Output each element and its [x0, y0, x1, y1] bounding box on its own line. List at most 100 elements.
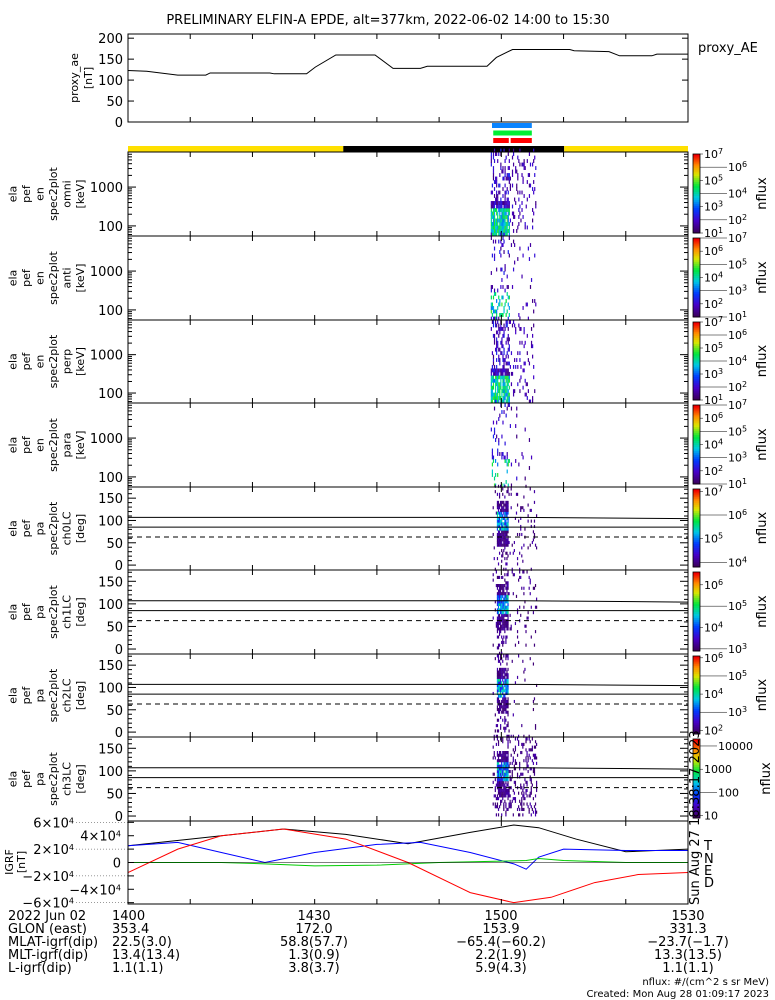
spectrogram-pixel	[494, 392, 497, 397]
spectrogram-pixel	[501, 514, 503, 518]
spectrogram-pixel	[506, 469, 508, 474]
spectrogram-pixel	[491, 469, 494, 474]
y-tick-label: 1000	[90, 181, 123, 196]
spectrogram-pixel	[503, 807, 505, 812]
spectrogram-pixel	[507, 764, 509, 768]
spectrogram-pixel	[501, 759, 503, 763]
igrf-ylabel: IGRF	[3, 849, 16, 875]
spectrogram-pixel	[506, 232, 508, 237]
spectrogram-pixel	[504, 197, 506, 202]
colorbar-cell	[693, 410, 700, 414]
spectrogram-pixel	[504, 602, 506, 607]
colorbar-tick-label: 101	[704, 226, 723, 240]
spectrogram-pixel	[534, 794, 537, 798]
spectrogram-pixel	[502, 236, 504, 241]
spectrogram-pixel	[512, 320, 515, 324]
spectrogram-pixel	[514, 759, 517, 763]
spectrogram-pixel	[507, 396, 509, 400]
spectrogram-pixel	[530, 455, 533, 460]
spectrogram-pixel	[497, 675, 500, 679]
spectrogram-pixel	[529, 802, 531, 806]
spectrogram-pixel	[505, 538, 507, 542]
spectrogram-pixel	[507, 327, 509, 331]
spectrogram-pixel	[503, 333, 505, 338]
colorbar-cell	[693, 424, 700, 428]
spectrogram-pixel	[504, 584, 506, 588]
spectrogram-pixel	[507, 197, 509, 202]
colorbar-tick-label-base: 10	[728, 478, 742, 491]
colorbar-cell	[693, 187, 700, 191]
spectrogram-pixel	[516, 434, 518, 439]
spectrogram-pixel	[533, 767, 536, 771]
spectrogram-pixel	[512, 239, 515, 244]
spectrogram-pixel	[497, 783, 500, 787]
spectrogram-pixel	[519, 246, 521, 251]
colorbar-cell	[693, 343, 700, 346]
spectrogram-pixel	[505, 657, 507, 661]
spectrogram-pixel	[520, 786, 522, 790]
spectrogram-pixel	[501, 699, 503, 704]
spectrogram-pixel	[520, 508, 522, 512]
spectrogram-pixel	[491, 320, 494, 324]
spectrogram-pixel	[493, 396, 496, 400]
colorbar-cell	[693, 327, 700, 331]
spectrogram-pixel	[520, 802, 522, 806]
spectrogram-pixel	[496, 691, 499, 696]
spectrogram-pixel	[497, 778, 500, 782]
spectrogram-pixel	[503, 592, 505, 596]
spectrogram-pixel	[499, 215, 501, 219]
spectrogram-pixel	[526, 180, 528, 184]
spectrogram-pixel	[490, 211, 492, 216]
spectrogram-pixel	[504, 211, 506, 216]
spectrogram-pixel	[494, 600, 496, 604]
colorbar-cell	[693, 351, 700, 354]
pa-panel-ylabel-line: [deg]	[74, 764, 87, 793]
spectrogram-pixel	[504, 600, 506, 604]
spectrogram-pixel	[504, 215, 506, 219]
colorbar-cell	[693, 217, 700, 220]
colorbar-cell	[693, 541, 700, 545]
spectrogram-pixel	[497, 229, 499, 233]
colorbar-tick-label: 105	[728, 669, 747, 683]
spectrogram-pixel	[502, 524, 504, 529]
spectrogram-pixel	[506, 530, 508, 534]
spectrogram-pixel	[496, 540, 499, 545]
spectrogram-pixel	[499, 218, 501, 223]
ephemeris-row-label: MLAT-igrf(dip)	[8, 935, 98, 950]
spectrogram-pixel	[502, 767, 504, 771]
spectrogram-pixel	[531, 737, 533, 741]
spectrogram-pixel	[527, 759, 529, 763]
spectrogram-pixel	[532, 586, 535, 590]
ephemeris-value: 172.0	[295, 922, 332, 937]
spectrogram-pixel	[493, 333, 496, 338]
spectrogram-pixel	[504, 218, 506, 223]
spectrogram-pixel	[526, 333, 528, 338]
spectrogram-pixel	[521, 586, 523, 590]
spectrogram-pixel	[508, 208, 510, 212]
colorbar-tick-label-base: 10	[704, 688, 718, 701]
colorbar-cell	[693, 299, 700, 302]
spectrogram-pixel	[510, 734, 512, 738]
spectrogram-pixel	[529, 778, 531, 782]
colorbar-cell	[693, 261, 700, 265]
spectrogram-pixel	[507, 710, 509, 714]
spectrogram-pixel	[501, 597, 503, 601]
colorbar-cell	[693, 524, 700, 527]
spectrogram-pixel	[497, 657, 500, 661]
spectrogram-pixel	[498, 667, 501, 671]
spectrogram-pixel	[507, 597, 509, 601]
spectrogram-pixel	[507, 769, 509, 774]
spectrogram-pixel	[503, 635, 505, 639]
spectrogram-pixel	[505, 389, 507, 394]
spectrogram-pixel	[502, 689, 504, 693]
spectrogram-pixel	[494, 375, 497, 380]
spectrogram-pixel	[510, 483, 513, 488]
spectrogram-pixel	[504, 764, 506, 768]
spectrogram-pixel	[506, 584, 508, 588]
spectrogram-pixel	[499, 361, 501, 366]
colorbar-tick-label: 105	[704, 341, 723, 355]
spectrogram-pixel	[496, 211, 498, 216]
spectrogram-pixel	[496, 673, 499, 677]
spectrogram-pixel	[535, 201, 537, 205]
colorbar-cell	[693, 291, 700, 294]
